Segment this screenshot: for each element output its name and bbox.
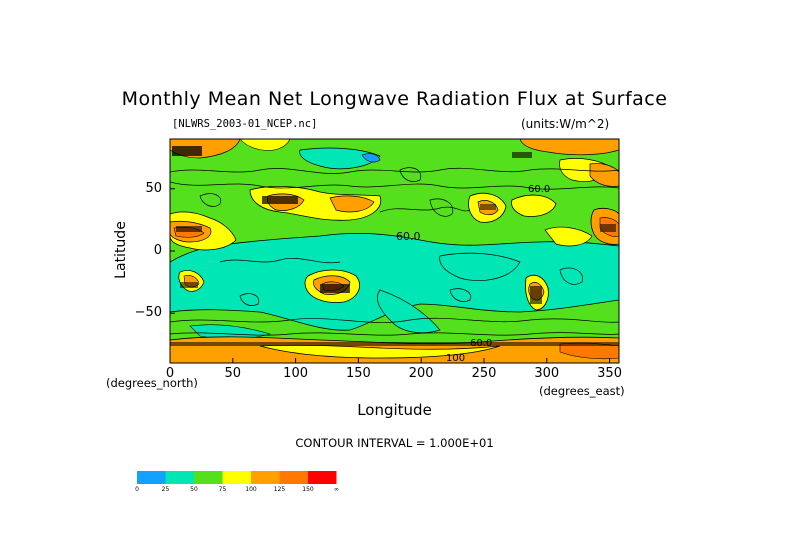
x-tick-label: 250 — [471, 366, 497, 381]
contour-line — [170, 167, 619, 174]
contour-lines — [170, 167, 619, 336]
colorbar-tick-label: 100 — [245, 486, 257, 493]
units-label: (units:W/m^2) — [521, 117, 610, 131]
colorbar-tick-label: ∞ — [334, 486, 339, 493]
dense-cluster — [320, 284, 350, 293]
tick-marks — [169, 188, 611, 363]
colorbar-tick-label: 75 — [219, 486, 227, 493]
y-tick-label: 0 — [153, 243, 162, 258]
colorbar-tick-label: 150 — [302, 486, 314, 493]
file-label: [NLWRS_2003-01_NCEP.nc] — [172, 118, 318, 130]
x-axis-label: Longitude — [357, 401, 432, 419]
y-tick-label: −50 — [134, 305, 162, 321]
x-tick-label: 150 — [345, 366, 371, 381]
atlantic-teal-region — [439, 252, 521, 281]
contour-line — [559, 267, 584, 285]
colorbar-tick-label: 0 — [135, 486, 139, 493]
contour-line — [170, 181, 619, 190]
far-north-yellow-region — [239, 139, 291, 151]
colorbar-tick-label: 25 — [162, 486, 170, 493]
x-tick-label: 300 — [534, 366, 560, 381]
y-axis-units: (degrees_north) — [106, 376, 198, 390]
siberia-orange-region — [589, 163, 619, 187]
contour-label: 60.0 — [470, 338, 492, 349]
far-north-east-orange-region — [519, 139, 619, 156]
contour-interval-text: CONTOUR INTERVAL = 1.000E+01 — [295, 436, 494, 450]
contour-line — [449, 288, 472, 302]
antarctica-yellow-region — [259, 344, 501, 359]
colorbar-swatch — [222, 471, 251, 484]
x-tick-label: 200 — [408, 366, 434, 381]
colorbar-swatch — [279, 471, 308, 484]
dense-cluster — [172, 146, 202, 156]
contour-line — [379, 206, 471, 213]
x-tick-label: 100 — [283, 366, 308, 381]
colorbar: 0 25 50 75 100 125 150 ∞ — [135, 471, 339, 493]
x-tick-label: 50 — [224, 366, 242, 381]
x-tick-label: 0 — [165, 366, 175, 381]
dense-cluster — [170, 342, 619, 346]
colorbar-swatch — [165, 471, 194, 484]
x-axis-units: (degrees_east) — [539, 384, 625, 398]
colorbar-tick-label: 125 — [274, 486, 286, 493]
dense-cluster — [180, 282, 198, 288]
dense-cluster — [530, 286, 542, 304]
contour-line — [199, 193, 222, 207]
arctic-blue-region — [361, 153, 381, 163]
contour-label: 100 — [446, 353, 465, 364]
northern-pacific-yellow-region — [544, 226, 593, 247]
contour-line — [429, 198, 454, 217]
y-tick-label: 50 — [145, 180, 162, 196]
dense-cluster — [480, 204, 496, 210]
heatmap-plot-area: 60.0 60.0 60.0 100 — [170, 139, 619, 364]
north-america-east-region — [511, 194, 557, 217]
colorbar-swatch — [194, 471, 223, 484]
colorbar-tick-label: 50 — [190, 486, 198, 493]
dense-cluster — [262, 196, 298, 204]
x-tick-label: 350 — [597, 366, 622, 381]
mongolia-orange-region — [329, 195, 375, 213]
contour-label: 60.0 — [396, 230, 421, 243]
contour-label: 60.0 — [528, 184, 550, 195]
northern-teal-region — [299, 147, 381, 170]
contour-line — [219, 257, 341, 264]
contour-line — [170, 317, 619, 323]
contour-line — [399, 167, 422, 182]
dense-cluster — [176, 226, 202, 232]
dense-cluster — [600, 224, 616, 232]
dense-cluster — [512, 152, 532, 158]
colorbar-swatch — [137, 471, 166, 484]
contour-line — [170, 332, 619, 336]
dense-contour-clusters — [170, 146, 619, 346]
chart-title: Monthly Mean Net Longwave Radiation Flux… — [121, 88, 668, 110]
colorbar-swatch — [251, 471, 280, 484]
contour-line — [239, 293, 260, 306]
colorbar-swatch — [308, 471, 337, 484]
